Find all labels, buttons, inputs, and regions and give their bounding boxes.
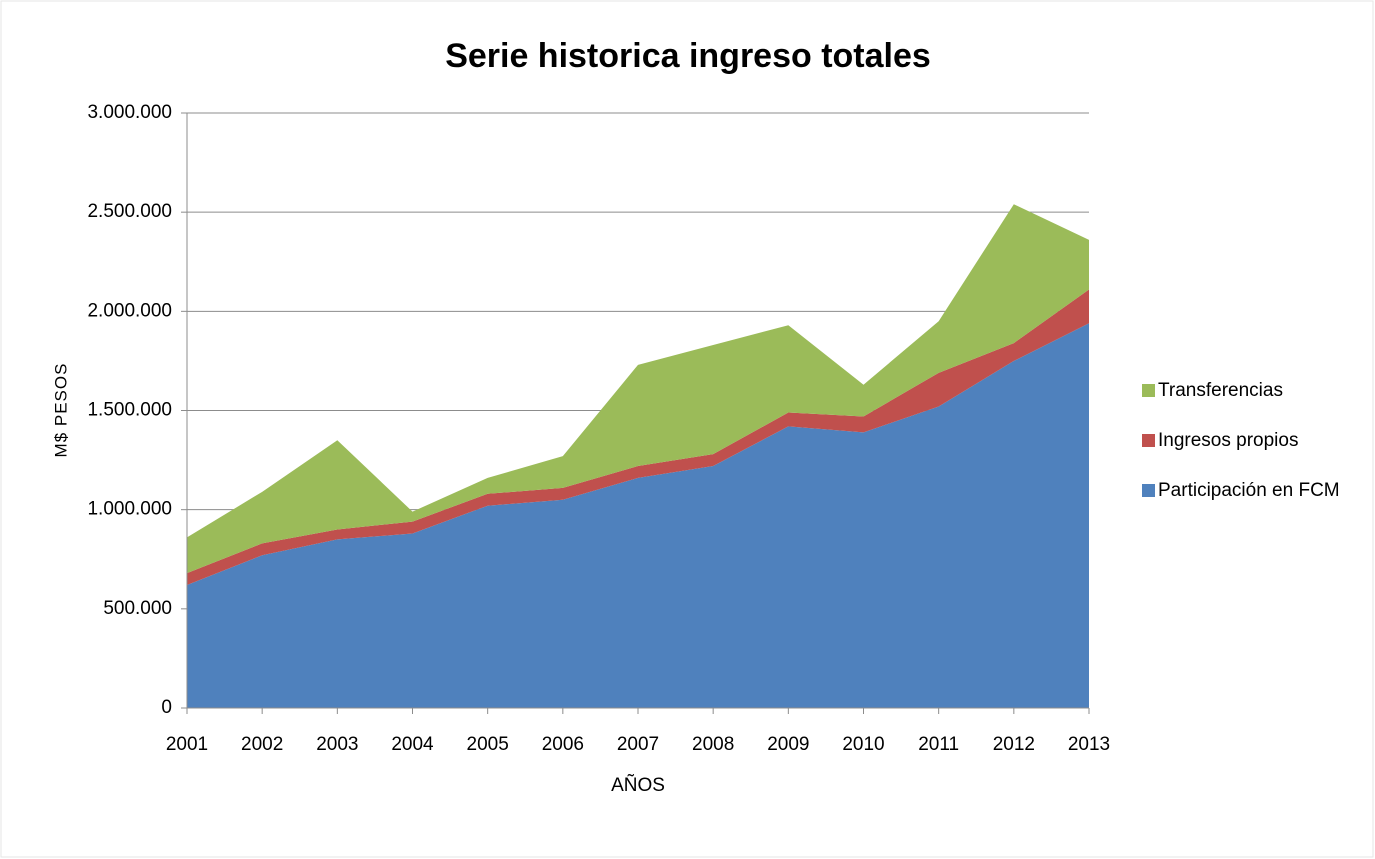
x-tick-label: 2005 [467,734,509,755]
x-tick-label: 2012 [993,734,1035,755]
legend-label: Ingresos propios [1158,430,1298,451]
x-tick-label: 2003 [316,734,358,755]
legend-label: Transferencias [1158,380,1283,401]
area [187,323,1089,708]
legend-swatch [1142,434,1155,447]
x-tick-label: 2001 [166,734,208,755]
y-tick-label: 1.500.000 [87,400,172,421]
legend-swatch [1142,484,1155,497]
x-tick-label: 2011 [918,734,959,755]
x-tick-label: 2013 [1068,734,1110,755]
y-tick-label: 500.000 [103,598,172,619]
y-axis-label: M$ PESOS [51,363,70,458]
x-tick-label: 2004 [391,734,434,755]
y-tick-label: 2.000.000 [87,300,172,321]
x-axis-label: AÑOS [611,774,665,796]
y-tick-label: 0 [161,697,172,718]
legend-swatch [1142,384,1155,397]
y-tick-label: 2.500.000 [87,201,172,222]
x-tick-label: 2002 [241,734,283,755]
y-tick-label: 3.000.000 [87,102,172,123]
x-tick-label: 2007 [617,734,659,755]
x-tick-label: 2006 [542,734,584,755]
y-tick-label: 1.000.000 [87,499,172,520]
area [187,204,1089,574]
x-tick-label: 2008 [692,734,734,755]
x-tick-label: 2010 [842,734,884,755]
chart-title: Serie historica ingreso totales [445,37,931,75]
x-tick-label: 2009 [767,734,809,755]
legend-label: Participación en FCM [1158,480,1340,501]
